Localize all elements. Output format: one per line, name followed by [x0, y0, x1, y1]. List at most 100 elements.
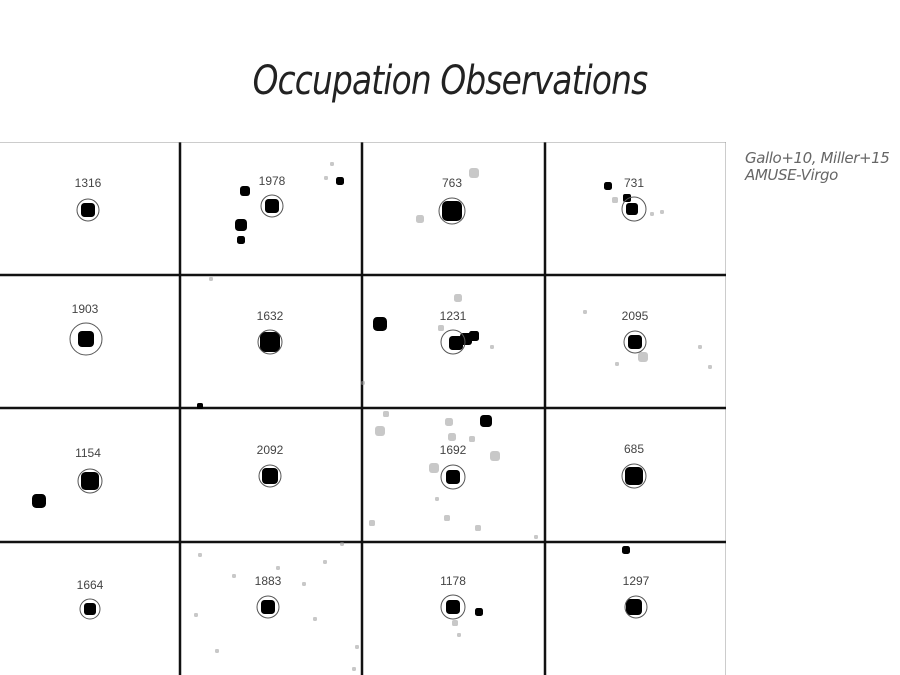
- nucleus-source: [81, 472, 99, 490]
- field-source: [32, 494, 46, 508]
- target-circle: [440, 464, 466, 490]
- target-circle: [69, 322, 103, 356]
- target-circle: [624, 595, 648, 619]
- target-circle: [440, 329, 466, 355]
- field-source: [475, 525, 481, 531]
- nucleus-source: [84, 603, 96, 615]
- nucleus-source: [623, 194, 631, 202]
- field-source: [438, 325, 444, 331]
- nucleus-source: [265, 199, 279, 213]
- reference-amuse-virgo: AMUSE-Virgo: [745, 166, 838, 184]
- target-circle: [621, 196, 647, 222]
- field-source: [534, 535, 538, 539]
- cutout-label: 2095: [622, 309, 649, 323]
- cutout-grid: 1316 1978 763 731 1903 1632 1231 2095 1154 2092 16…: [0, 142, 726, 675]
- reference-gallo-miller: Gallo+10, Miller+15: [745, 149, 890, 167]
- references: Gallo+10, Miller+15 AMUSE-Virgo: [745, 149, 890, 184]
- target-circle: [258, 464, 282, 488]
- field-source: [340, 542, 344, 546]
- field-source: [612, 197, 618, 203]
- cutout-label: 1178: [440, 574, 466, 588]
- target-circle: [260, 194, 284, 218]
- nucleus-source: [446, 470, 460, 484]
- field-source: [215, 649, 219, 653]
- target-circle: [76, 198, 100, 222]
- cutout-label: 1903: [72, 302, 99, 316]
- field-source: [490, 451, 500, 461]
- target-circle: [79, 598, 101, 620]
- field-source: [240, 186, 250, 196]
- field-source: [235, 219, 247, 231]
- nucleus-source: [260, 332, 280, 352]
- field-source: [324, 176, 328, 180]
- cutout-label: 1632: [257, 309, 284, 323]
- field-source: [452, 620, 458, 626]
- cutout-label: 763: [442, 176, 462, 190]
- field-source: [615, 362, 619, 366]
- field-source: [698, 345, 702, 349]
- field-source: [650, 212, 654, 216]
- cutout-label: 1883: [255, 574, 282, 588]
- nucleus-source: [626, 599, 642, 615]
- nucleus-source: [446, 600, 460, 614]
- target-circle: [438, 197, 466, 225]
- field-source: [197, 403, 203, 409]
- nucleus-source: [81, 203, 95, 217]
- nucleus-source: [626, 203, 638, 215]
- field-source: [490, 345, 494, 349]
- field-source: [457, 633, 461, 637]
- field-source: [445, 418, 453, 426]
- field-source: [323, 560, 327, 564]
- field-source: [416, 215, 424, 223]
- cutout-label: 2092: [257, 443, 284, 457]
- nucleus-source: [78, 331, 94, 347]
- field-source: [469, 436, 475, 442]
- field-source: [194, 613, 198, 617]
- nucleus-source: [261, 600, 275, 614]
- field-source: [361, 381, 365, 385]
- field-source: [336, 177, 344, 185]
- field-source: [444, 515, 450, 521]
- field-source: [448, 433, 456, 441]
- field-source: [383, 411, 389, 417]
- field-source: [435, 497, 439, 501]
- cutout-label: 1692: [440, 443, 467, 457]
- field-source: [454, 294, 462, 302]
- cutout-label: 1664: [77, 578, 104, 592]
- field-source: [232, 574, 236, 578]
- cutout-grid-image: 1316 1978 763 731 1903 1632 1231 2095 1154 2092 16…: [0, 142, 726, 675]
- field-source: [369, 520, 375, 526]
- cutout-label: 1154: [75, 446, 101, 460]
- nucleus-source: [628, 335, 642, 349]
- field-source: [330, 162, 334, 166]
- cutout-label: 685: [624, 442, 644, 456]
- cutout-label: 731: [624, 176, 644, 190]
- field-source: [276, 566, 280, 570]
- target-circle: [77, 468, 103, 494]
- target-circle: [621, 463, 647, 489]
- nucleus-source: [449, 336, 463, 350]
- nucleus-source: [625, 467, 643, 485]
- field-source: [660, 210, 664, 214]
- nucleus-source: [469, 331, 479, 341]
- nucleus-source: [262, 468, 278, 484]
- field-source: [209, 277, 213, 281]
- field-source: [708, 365, 712, 369]
- field-source: [583, 310, 587, 314]
- field-source: [469, 168, 479, 178]
- target-circle: [257, 329, 283, 355]
- field-source: [373, 317, 387, 331]
- field-source: [638, 352, 648, 362]
- cutout-label: 1297: [623, 574, 650, 588]
- field-source: [302, 582, 306, 586]
- field-source: [355, 645, 359, 649]
- field-source: [198, 553, 202, 557]
- nucleus-source: [442, 201, 462, 221]
- target-circle: [440, 594, 466, 620]
- cutout-label: 1231: [440, 309, 467, 323]
- field-source: [604, 182, 612, 190]
- target-circle: [256, 595, 280, 619]
- field-source: [237, 236, 245, 244]
- field-source: [313, 617, 317, 621]
- target-circle: [623, 330, 647, 354]
